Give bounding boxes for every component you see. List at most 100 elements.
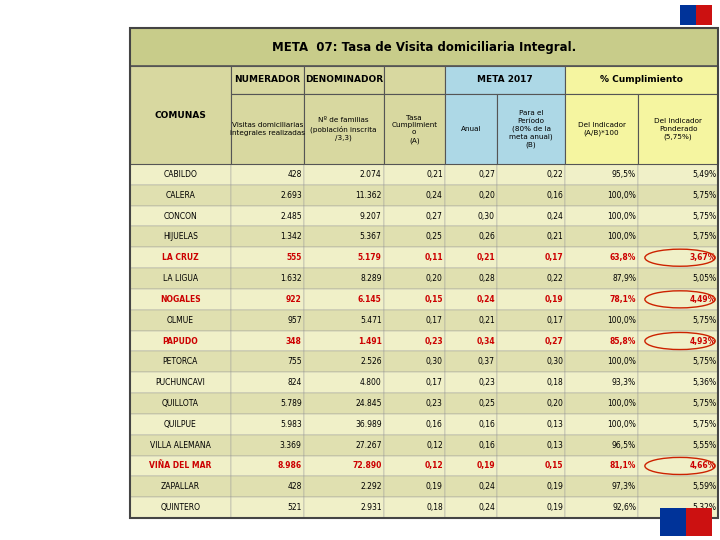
Bar	[638, 206, 718, 226]
Bar	[445, 393, 497, 414]
Text: 0,18: 0,18	[546, 378, 563, 387]
Text: 2.292: 2.292	[360, 482, 382, 491]
Bar	[384, 456, 445, 476]
Bar	[660, 508, 686, 536]
Text: 2.485: 2.485	[280, 212, 302, 220]
Text: 0,24: 0,24	[478, 482, 495, 491]
Bar	[445, 435, 497, 456]
Bar	[497, 352, 565, 372]
Bar	[565, 185, 638, 206]
Bar	[497, 206, 565, 226]
Bar	[565, 456, 638, 476]
Text: 5.179: 5.179	[358, 253, 382, 262]
Text: 5,75%: 5,75%	[692, 357, 716, 366]
Text: 4,93%: 4,93%	[690, 336, 716, 346]
Text: 8.289: 8.289	[360, 274, 382, 283]
Bar	[696, 5, 712, 25]
Text: CALERA: CALERA	[166, 191, 195, 200]
Text: 0,13: 0,13	[546, 420, 563, 429]
Text: 0,22: 0,22	[546, 170, 563, 179]
Bar	[445, 330, 497, 352]
Bar	[231, 247, 304, 268]
Bar	[638, 476, 718, 497]
Bar	[497, 289, 565, 310]
Text: 0,20: 0,20	[426, 274, 443, 283]
Bar	[130, 330, 231, 352]
Bar	[304, 310, 384, 330]
Text: 96,5%: 96,5%	[612, 441, 636, 450]
Bar	[384, 310, 445, 330]
Text: 0,16: 0,16	[546, 191, 563, 200]
Text: 428: 428	[287, 482, 302, 491]
Bar	[231, 289, 304, 310]
Bar	[231, 206, 304, 226]
Bar	[638, 372, 718, 393]
Text: 6.145: 6.145	[358, 295, 382, 304]
Bar	[565, 393, 638, 414]
Text: 0,20: 0,20	[546, 399, 563, 408]
Text: 36.989: 36.989	[355, 420, 382, 429]
Bar	[565, 206, 638, 226]
Text: 63,8%: 63,8%	[610, 253, 636, 262]
Bar	[565, 94, 638, 164]
Bar	[304, 268, 384, 289]
Text: 0,23: 0,23	[426, 399, 443, 408]
Bar	[130, 414, 231, 435]
Text: 11.362: 11.362	[355, 191, 382, 200]
Bar	[231, 414, 304, 435]
Text: 0,16: 0,16	[426, 420, 443, 429]
Text: 93,3%: 93,3%	[612, 378, 636, 387]
Text: 87,9%: 87,9%	[612, 274, 636, 283]
Bar	[304, 247, 384, 268]
Text: % Cumplimiento: % Cumplimiento	[600, 76, 683, 84]
Text: VILLA ALEMANA: VILLA ALEMANA	[150, 441, 211, 450]
Bar	[445, 268, 497, 289]
Text: 0,24: 0,24	[477, 295, 495, 304]
Bar	[565, 310, 638, 330]
Text: Nº de familias
(población inscrita
/3,3): Nº de familias (población inscrita /3,3)	[310, 117, 377, 140]
Bar	[445, 414, 497, 435]
Bar	[565, 352, 638, 372]
Bar	[638, 164, 718, 185]
Bar	[130, 185, 231, 206]
Bar	[384, 268, 445, 289]
Text: 81,1%: 81,1%	[610, 462, 636, 470]
Text: LA LIGUA: LA LIGUA	[163, 274, 198, 283]
Bar	[304, 435, 384, 456]
Bar	[497, 268, 565, 289]
Bar	[384, 66, 445, 94]
Bar	[565, 268, 638, 289]
Bar	[565, 66, 718, 94]
Text: 0,23: 0,23	[478, 378, 495, 387]
Text: 0,12: 0,12	[426, 441, 443, 450]
Text: 0,27: 0,27	[478, 170, 495, 179]
Bar	[304, 164, 384, 185]
Bar	[497, 330, 565, 352]
Bar	[565, 476, 638, 497]
Bar	[638, 94, 718, 164]
Bar	[445, 497, 497, 518]
Bar	[445, 206, 497, 226]
Text: 0,19: 0,19	[544, 295, 563, 304]
Bar	[384, 352, 445, 372]
Text: 0,16: 0,16	[478, 420, 495, 429]
Bar	[304, 372, 384, 393]
Bar	[384, 497, 445, 518]
Bar	[384, 206, 445, 226]
Text: 95,5%: 95,5%	[612, 170, 636, 179]
Bar	[231, 476, 304, 497]
Bar	[638, 497, 718, 518]
Bar	[445, 456, 497, 476]
Text: CONCON: CONCON	[163, 212, 197, 220]
Bar	[497, 247, 565, 268]
Text: 97,3%: 97,3%	[612, 482, 636, 491]
Bar	[497, 372, 565, 393]
Text: 0,17: 0,17	[544, 253, 563, 262]
Text: Para el
Período
(80% de la
meta anual)
(B): Para el Período (80% de la meta anual) (…	[509, 110, 553, 148]
Text: 0,11: 0,11	[424, 253, 443, 262]
Bar	[130, 476, 231, 497]
Bar	[304, 352, 384, 372]
Text: 0,21: 0,21	[477, 253, 495, 262]
Text: 2.074: 2.074	[360, 170, 382, 179]
Text: 1.342: 1.342	[280, 232, 302, 241]
